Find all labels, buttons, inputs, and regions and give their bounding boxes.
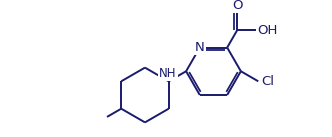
Text: Cl: Cl [261, 75, 274, 88]
Text: NH: NH [159, 67, 177, 80]
Text: N: N [195, 41, 205, 54]
Text: OH: OH [257, 24, 278, 37]
Text: O: O [232, 0, 242, 12]
